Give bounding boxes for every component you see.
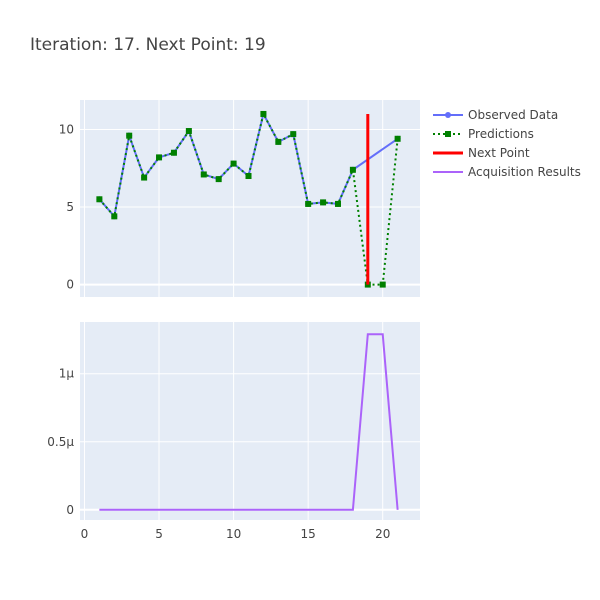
bottom-gridlines: [80, 322, 420, 520]
prediction-point: [185, 128, 192, 135]
legend-swatch-marker: [445, 131, 451, 137]
x-tick-label: 0: [81, 527, 89, 541]
y-tick-label: 5: [66, 200, 74, 214]
y-tick-label: 0: [66, 278, 74, 292]
prediction-point: [394, 135, 401, 142]
prediction-point: [379, 281, 386, 288]
bottom-plot-area: [80, 322, 420, 520]
chart-title: Iteration: 17. Next Point: 19: [30, 35, 266, 55]
prediction-point: [334, 200, 341, 207]
prediction-point: [320, 199, 327, 206]
prediction-point: [170, 149, 177, 156]
y-tick-label: 1μ: [59, 367, 75, 381]
prediction-point: [305, 200, 312, 207]
top-plot-area: [80, 100, 420, 297]
prediction-point: [290, 131, 297, 138]
x-tick-label: 5: [155, 527, 163, 541]
top-y-ticks: 0 5 10: [59, 122, 74, 291]
bottom-x-ticks: 0 5 10 15 20: [81, 527, 391, 541]
legend-label: Observed Data: [468, 108, 558, 122]
prediction-point: [215, 176, 222, 183]
top-plot-traces: [96, 110, 401, 288]
legend-item[interactable]: Predictions: [433, 127, 534, 141]
prediction-point: [275, 138, 282, 145]
prediction-point: [111, 213, 118, 220]
legend-item[interactable]: Acquisition Results: [433, 165, 581, 179]
prediction-point: [156, 154, 163, 161]
prediction-point: [96, 196, 103, 203]
y-tick-label: 10: [59, 122, 74, 136]
y-tick-label: 0.5μ: [47, 435, 74, 449]
acquisition-results-line: [99, 333, 399, 511]
legend-label: Predictions: [468, 127, 534, 141]
bottom-plot-traces: [99, 333, 399, 511]
legend-label: Next Point: [468, 146, 530, 160]
x-tick-label: 10: [226, 527, 241, 541]
bottom-y-ticks: 0 0.5μ 1μ: [47, 367, 74, 517]
legend[interactable]: Observed Data Predictions Next Point Acquis…: [433, 108, 581, 179]
legend-item[interactable]: Observed Data: [433, 108, 558, 122]
prediction-point: [126, 132, 133, 139]
legend-item[interactable]: Next Point: [433, 146, 530, 160]
prediction-point: [349, 166, 356, 173]
prediction-point: [260, 110, 267, 117]
legend-label: Acquisition Results: [468, 165, 581, 179]
prediction-point: [245, 173, 252, 180]
y-tick-label: 0: [66, 503, 74, 517]
prediction-point: [200, 171, 207, 178]
legend-swatch-marker: [445, 112, 451, 118]
x-tick-label: 20: [375, 527, 390, 541]
top-gridlines: [80, 100, 420, 297]
x-tick-label: 15: [301, 527, 316, 541]
prediction-point: [230, 160, 237, 167]
prediction-point: [141, 174, 148, 181]
